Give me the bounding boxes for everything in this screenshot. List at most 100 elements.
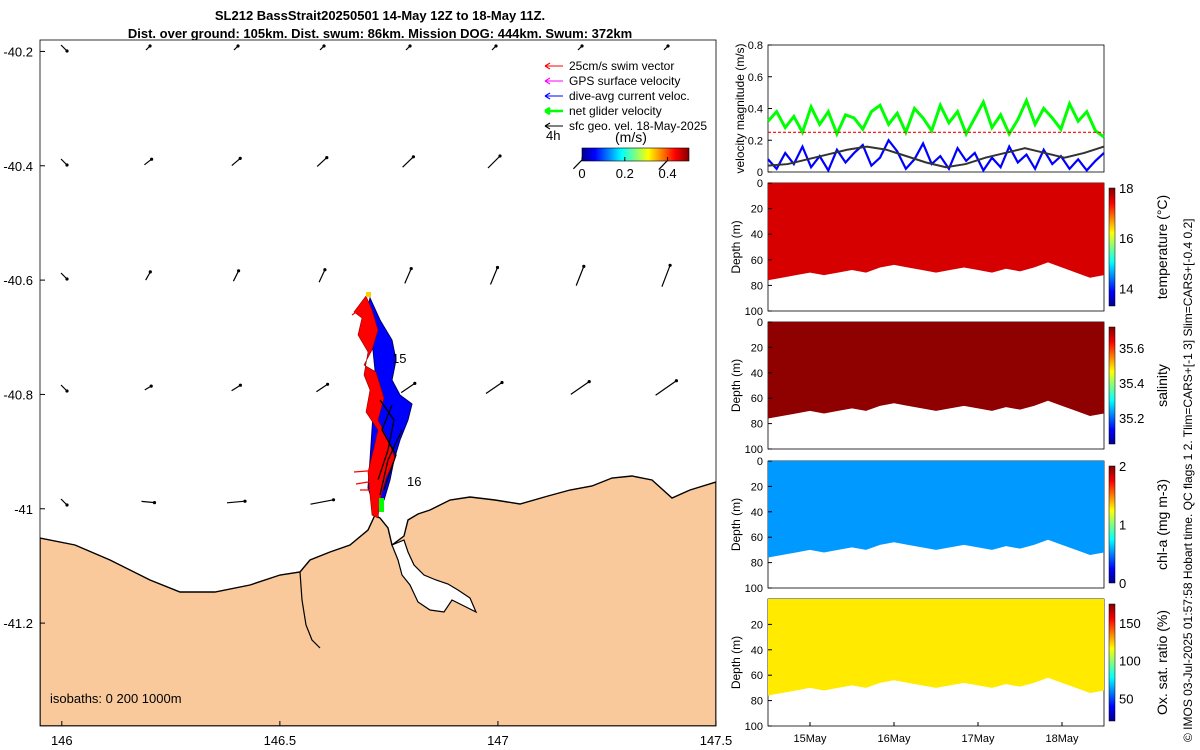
- current-arrow-head: [331, 498, 336, 502]
- section-colorbar-tick: 35.2: [1119, 411, 1144, 426]
- current-arrow-head: [323, 268, 327, 272]
- section-ytick-label: 80: [751, 558, 763, 570]
- legend-swatch-head: [544, 62, 551, 70]
- lat-tick-label: -41: [14, 502, 33, 517]
- current-arrow-head: [582, 264, 586, 268]
- current-arrow-head: [325, 156, 329, 160]
- section-ytick-label: 20: [751, 619, 763, 631]
- section-ylabel: Depth (m): [729, 498, 743, 551]
- section-colorbar-tick: 150: [1119, 616, 1141, 631]
- section-colorbar: [1108, 326, 1116, 445]
- day-label-15: 15: [392, 351, 406, 366]
- section-ytick-label: 0: [757, 317, 763, 329]
- current-arrow-head: [409, 267, 413, 271]
- section-ytick-label: 0: [757, 178, 763, 190]
- isobaths-label: isobaths: 0 200 1000m: [50, 691, 182, 706]
- lon-tick-label: 147.5: [700, 733, 733, 748]
- time-tick-label: 15May: [793, 733, 827, 745]
- credit-text: © IMOS 03-Jul-2025 01:57:58 Hobart time.…: [1181, 218, 1195, 742]
- section-ytick-label: 80: [751, 696, 763, 708]
- map-frame: [39, 39, 717, 727]
- section-ytick-label: 40: [751, 229, 763, 241]
- section-data-fill: [768, 183, 1104, 281]
- current-arrow: [231, 157, 241, 167]
- section-ytick-label: 0: [757, 456, 763, 468]
- lon-tick-label: 146: [51, 733, 73, 748]
- lat-tick-label: -41.2: [3, 616, 33, 631]
- current-arrow-head: [668, 263, 672, 267]
- section-colorbar-tick: 50: [1119, 691, 1133, 706]
- current-arrow: [570, 381, 590, 395]
- current-arrow: [141, 500, 155, 504]
- current-arrow: [661, 265, 671, 287]
- current-arrow-head: [494, 44, 498, 48]
- current-arrow-head: [65, 503, 69, 507]
- section-ytick-label: 40: [751, 645, 763, 657]
- section-colorbar-tick: 14: [1119, 281, 1133, 296]
- current-arrow-head: [65, 49, 69, 53]
- velocity-series-dive-avg-current: [767, 138, 1105, 173]
- current-arrow-head: [148, 270, 152, 274]
- current-arrow-head: [666, 44, 670, 48]
- current-arrow-head: [238, 383, 242, 387]
- section-data-fill: [768, 461, 1104, 558]
- velocity-ytick-label: 0: [757, 167, 763, 179]
- track-start-marker: [366, 292, 371, 297]
- section-colorbar: [1108, 187, 1116, 307]
- current-arrow: [655, 380, 677, 396]
- current-arrow-head: [495, 265, 500, 270]
- current-arrow-head: [322, 44, 326, 48]
- current-arrow-head: [65, 389, 69, 393]
- current-arrow-head: [326, 382, 330, 386]
- section-colorbar-label: salinity: [1154, 364, 1170, 407]
- section-ytick-label: 60: [751, 255, 763, 267]
- section-ytick-label: 100: [745, 721, 763, 733]
- section-ytick-label: 80: [751, 419, 763, 431]
- speed-cbar-tick-label: 0: [578, 166, 585, 181]
- current-arrow: [485, 382, 503, 394]
- current-arrow: [575, 266, 585, 286]
- current-arrow-head: [236, 44, 240, 48]
- section-colorbar-tick: 1: [1119, 518, 1126, 533]
- interval-label: 4h: [546, 128, 560, 143]
- section-colorbar-label: Ox. sat. ratio (%): [1154, 610, 1170, 715]
- current-arrow-head: [498, 154, 502, 158]
- coast-inlet: [299, 571, 321, 649]
- section-colorbar: [1108, 465, 1116, 584]
- section-ytick-label: 20: [751, 204, 763, 216]
- velocity-ytick-label: 0.6: [748, 72, 763, 84]
- section-ytick-label: 40: [751, 507, 763, 519]
- current-arrow-head: [408, 44, 412, 48]
- section-ytick-label: 60: [751, 532, 763, 544]
- current-arrow-head: [674, 379, 679, 383]
- current-arrow: [318, 269, 326, 283]
- current-arrow-head: [149, 384, 153, 388]
- current-arrow-head: [580, 44, 584, 48]
- legend-label: sfc geo. vel. 18-May-2025: [569, 119, 707, 133]
- section-ylabel: Depth (m): [729, 220, 743, 273]
- velocity-series-net-glider-velocity: [766, 96, 1105, 139]
- section-ytick-label: 60: [751, 393, 763, 405]
- section-ytick-label: 100: [745, 583, 763, 595]
- section-ylabel: Depth (m): [729, 636, 743, 689]
- lat-tick-label: -40.2: [3, 44, 33, 59]
- day-label-16: 16: [407, 474, 421, 489]
- velocity-ylabel: velocity magnitude (m/s): [733, 43, 747, 173]
- section-ylabel: Depth (m): [729, 359, 743, 412]
- section-ytick-label: 100: [745, 306, 763, 318]
- current-arrow-head: [65, 163, 69, 167]
- time-tick-label: 17May: [961, 733, 995, 745]
- current-arrow-head: [587, 380, 591, 384]
- section-colorbar-tick: 35.4: [1119, 376, 1144, 391]
- section-colorbar-label: chl-a (mg m-3): [1154, 479, 1170, 570]
- section-colorbar-tick: 35.6: [1119, 341, 1144, 356]
- speed-colorbar-ticks: 0 0.2 0.4: [578, 157, 677, 181]
- speed-cbar-tick-label: 0.4: [659, 166, 677, 181]
- map-axes: 146 146.5 147 147.5 -40.2 -40.4 -40.6 -40.8 -41 -…: [3, 39, 733, 748]
- time-axis: 15May 16May 17May 18May: [793, 722, 1079, 745]
- speed-cbar-tick-label: 0.2: [616, 166, 634, 181]
- tasmania-land: [40, 475, 716, 726]
- title-line-2: Dist. over ground: 105km. Dist. swum: 86…: [127, 26, 633, 41]
